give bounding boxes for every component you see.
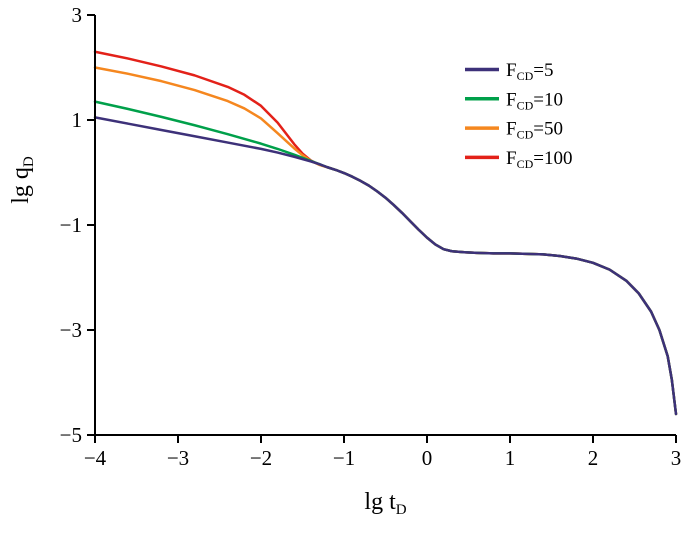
series-line-fcd-5 xyxy=(93,116,678,416)
x-tick-label: 1 xyxy=(505,446,516,470)
x-tick-label: −4 xyxy=(84,446,107,470)
legend-item-fcd-100: FCD=100 xyxy=(465,148,572,171)
y-tick-label: −1 xyxy=(60,213,82,237)
legend-label-fcd-100: FCD=100 xyxy=(506,148,572,171)
x-tick-label: −1 xyxy=(333,446,355,470)
x-tick-label: −3 xyxy=(167,446,189,470)
x-axis-label: lg tD xyxy=(364,489,406,518)
legend-label-fcd-50: FCD=50 xyxy=(506,119,563,142)
y-tick-label: −3 xyxy=(60,318,82,342)
y-tick-label: 1 xyxy=(72,108,83,132)
legend-label-fcd-10: FCD=10 xyxy=(506,89,563,112)
y-tick-label: −5 xyxy=(60,423,82,447)
legend-label-fcd-5: FCD=5 xyxy=(506,60,553,83)
legend-item-fcd-10: FCD=10 xyxy=(465,89,563,112)
y-tick-label: 3 xyxy=(72,3,83,27)
x-tick-label: 3 xyxy=(671,446,682,470)
x-tick-label: 0 xyxy=(422,446,433,470)
legend-item-fcd-5: FCD=5 xyxy=(465,60,553,83)
x-tick-label: −2 xyxy=(250,446,272,470)
x-tick-label: 2 xyxy=(588,446,599,470)
legend-item-fcd-50: FCD=50 xyxy=(465,119,563,142)
y-axis-label: lg qD xyxy=(8,156,37,204)
legend: FCD=5 FCD=10 FCD=50 FCD=100 xyxy=(465,60,572,171)
